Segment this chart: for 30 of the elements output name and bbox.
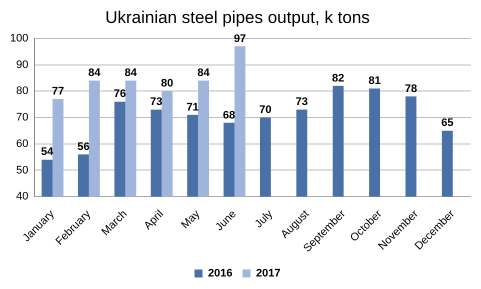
data-label: 84: [124, 67, 138, 80]
y-tick-label: 90: [16, 58, 28, 71]
data-label: 84: [88, 67, 102, 80]
data-label: 73: [296, 96, 308, 108]
x-tick-label: May: [179, 208, 203, 232]
data-label: 82: [332, 72, 344, 84]
data-label: 76: [114, 88, 126, 100]
y-tick-label: 70: [16, 112, 28, 124]
data-label: 80: [161, 78, 174, 90]
data-label: 73: [150, 96, 162, 108]
y-tick-label: 50: [16, 164, 28, 176]
data-label: 54: [40, 146, 54, 158]
data-label: 81: [368, 75, 381, 88]
legend-label: 2017: [256, 268, 280, 280]
data-label: 71: [186, 101, 199, 114]
data-label: 84: [197, 67, 211, 80]
data-label: 65: [441, 117, 454, 130]
data-label: 68: [222, 109, 236, 122]
y-tick-label: 80: [16, 85, 28, 98]
legend-label: 2016: [208, 268, 233, 280]
y-tick-label: 40: [16, 190, 28, 203]
data-label: 78: [404, 82, 418, 95]
data-label: 77: [52, 86, 64, 98]
x-tick-label: July: [252, 208, 276, 230]
data-label: 56: [77, 140, 90, 153]
y-tick-label: 60: [16, 138, 28, 150]
y-tick-label: 100: [10, 32, 28, 44]
chart-title: Ukrainian steel pipes output, k tons: [105, 8, 370, 27]
data-label: 70: [259, 104, 272, 116]
data-label: 97: [234, 32, 246, 45]
